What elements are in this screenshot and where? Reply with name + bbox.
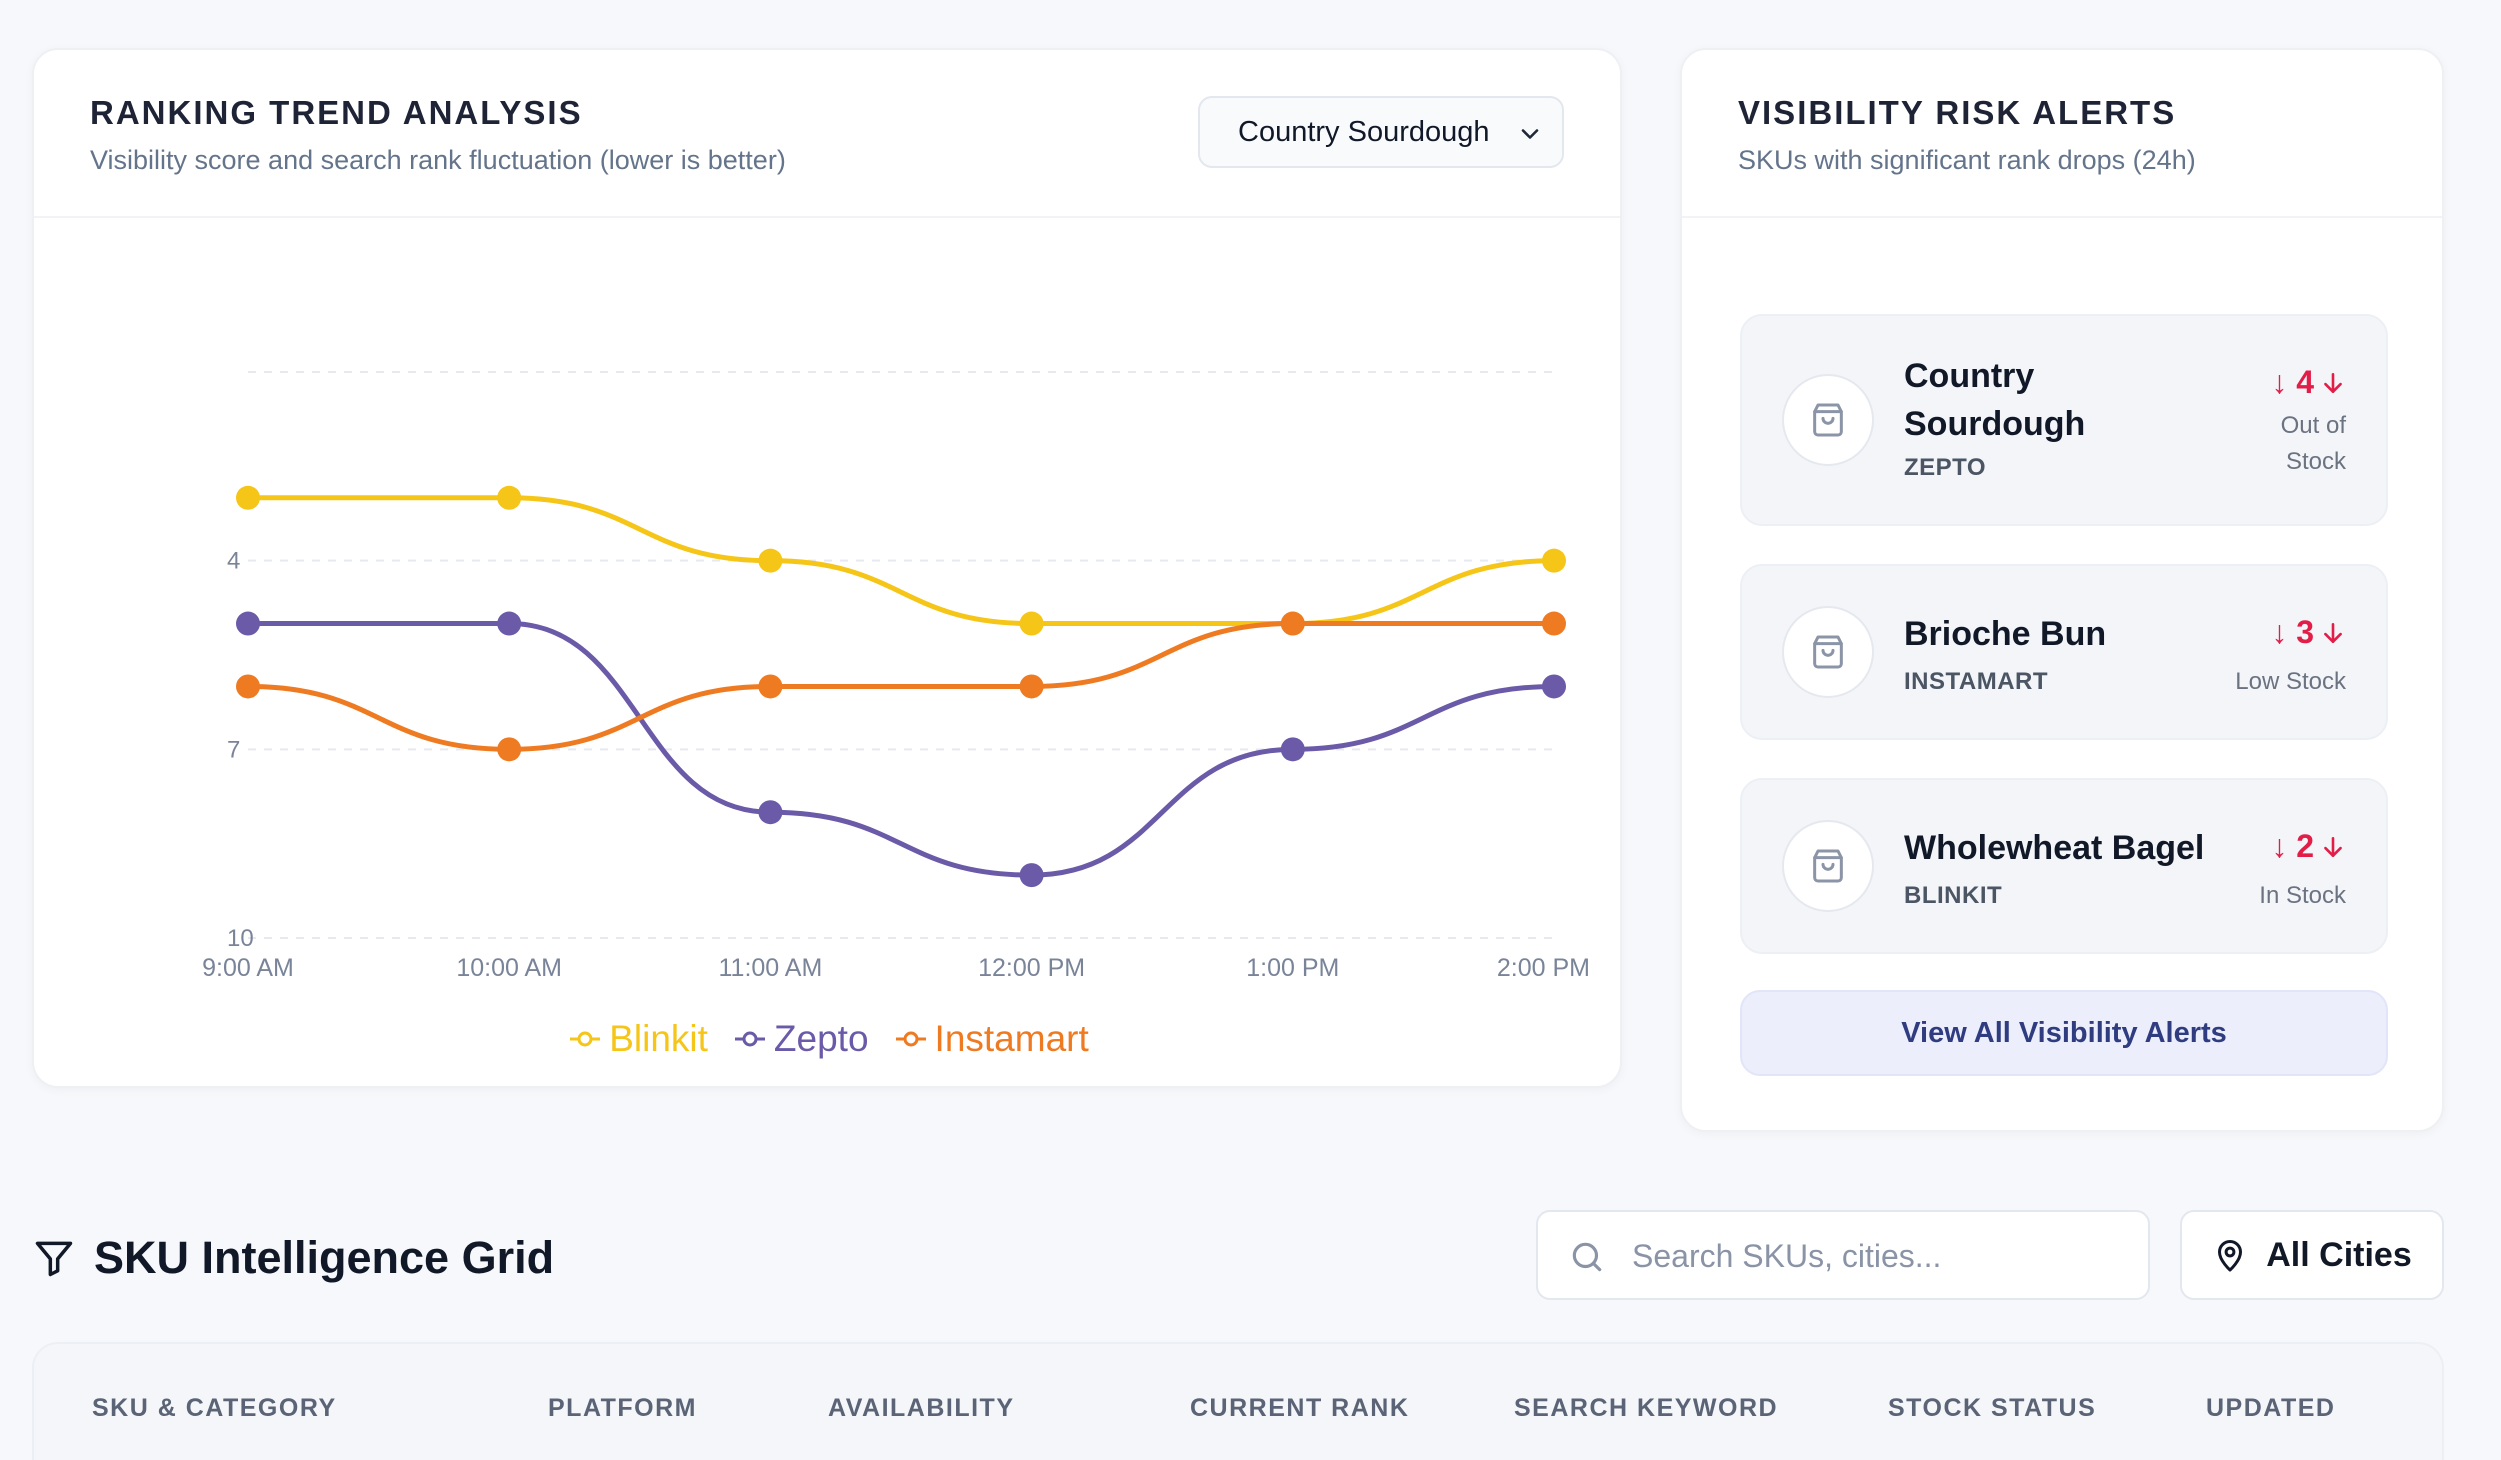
visibility-risk-card: VISIBILITY RISK ALERTS SKUs with signifi…	[1680, 48, 2444, 1132]
instamart-data-point	[758, 674, 783, 699]
alert-platform: ZEPTO	[1904, 454, 1987, 481]
instamart-data-point	[1280, 611, 1305, 636]
alert-rank-drop: ↓ 4	[2271, 364, 2346, 401]
zepto-data-point	[497, 611, 522, 636]
grid-title-group: SKU Intelligence Grid	[32, 1232, 554, 1284]
legend-item-blinkit[interactable]: Blinkit	[569, 1018, 708, 1060]
alert-stock-line: Stock	[2285, 448, 2346, 475]
zepto-data-point	[1542, 674, 1566, 699]
sku-intelligence-table: SKU & CATEGORY PLATFORM AVAILABILITY CUR…	[32, 1342, 2444, 1460]
alert-sku-name-line: Country	[1904, 357, 2035, 395]
grid-title: SKU Intelligence Grid	[94, 1232, 555, 1283]
alert-rank-drop: ↓ 3	[2271, 614, 2346, 651]
alert-rank-drop-value: ↓ 2	[2271, 828, 2314, 864]
shopping-bag-icon	[1782, 820, 1874, 912]
blinkit-data-point	[1542, 548, 1566, 573]
city-filter-button[interactable]: All Cities	[2180, 1210, 2444, 1300]
legend-item-instamart[interactable]: Instamart	[895, 1018, 1089, 1060]
y-tick-label: 10	[227, 925, 254, 952]
alert-platform: BLINKIT	[1904, 882, 2003, 909]
instamart-data-point	[497, 737, 522, 762]
sku-search-box[interactable]	[1536, 1210, 2150, 1300]
x-tick-label: 2:00 PM	[1497, 954, 1590, 982]
alert-rank-drop: ↓ 2	[2271, 828, 2346, 865]
legend-item-zepto[interactable]: Zepto	[734, 1018, 869, 1060]
zepto-data-point	[1280, 737, 1305, 762]
blinkit-data-point	[758, 548, 783, 573]
column-header-stock-status[interactable]: STOCK STATUS	[1888, 1394, 2097, 1422]
filter-icon[interactable]	[32, 1236, 76, 1280]
alert-platform: INSTAMART	[1904, 668, 2049, 695]
zepto-data-point	[1019, 863, 1044, 888]
y-tick-label: 7	[227, 736, 240, 763]
alert-sku-name: Brioche Bun	[1904, 615, 2107, 653]
zepto-data-point	[758, 800, 783, 825]
alert-sku-name: Country Sourdough	[1904, 352, 2085, 448]
column-header-updated[interactable]: UPDATED	[2206, 1394, 2336, 1422]
arrow-down-icon	[2324, 836, 2342, 857]
sku-select-dropdown[interactable]: Country Sourdough	[1198, 96, 1564, 168]
chevron-down-icon	[1521, 129, 1539, 139]
legend-marker-icon	[895, 1031, 926, 1047]
shopping-bag-icon	[1782, 606, 1874, 698]
column-header-availability[interactable]: AVAILABILITY	[828, 1394, 1015, 1422]
x-tick-label: 1:00 PM	[1246, 954, 1339, 982]
instamart-data-point	[1542, 611, 1566, 636]
instamart-data-point	[236, 674, 260, 699]
alert-stock-status: Low Stock	[2235, 668, 2346, 695]
column-header-search-keyword[interactable]: SEARCH KEYWORD	[1514, 1394, 1779, 1422]
legend-label: Blinkit	[609, 1018, 708, 1059]
alert-stock-status: Out of Stock	[2281, 408, 2346, 480]
city-filter-label: All Cities	[2266, 1235, 2412, 1274]
alert-rank-drop-value: ↓ 4	[2271, 364, 2314, 400]
column-header-platform[interactable]: PLATFORM	[548, 1394, 698, 1422]
ranking-trend-subtitle: Visibility score and search rank fluctua…	[90, 145, 786, 175]
shopping-bag-icon	[1782, 374, 1874, 466]
alert-rank-drop-value: ↓ 3	[2271, 614, 2314, 650]
legend-label: Zepto	[773, 1018, 869, 1059]
alert-sku-name: Wholewheat Bagel	[1904, 829, 2205, 867]
legend-marker-icon	[570, 1031, 601, 1047]
chart-legend: Blinkit Zepto Instamart	[34, 1018, 1624, 1060]
ranking-trend-chart: 4 7 109:00 AM 10:00 AM 11:00 AM 12:00 PM 1:00 …	[202, 371, 1590, 982]
sku-search-input[interactable]	[1632, 1228, 2122, 1284]
x-tick-label: 9:00 AM	[202, 954, 294, 982]
alert-item[interactable]: Wholewheat Bagel BLINKIT ↓ 2 In Stock	[1740, 778, 2388, 954]
alert-item[interactable]: Brioche Bun INSTAMART ↓ 3 Low Stock	[1740, 564, 2388, 740]
x-tick-label: 12:00 PM	[978, 954, 1085, 982]
instamart-data-point	[1019, 674, 1044, 699]
arrow-down-icon	[2324, 372, 2342, 393]
search-icon	[1572, 1242, 1602, 1272]
visibility-risk-header: VISIBILITY RISK ALERTS SKUs with signifi…	[1682, 50, 2442, 218]
blinkit-data-point	[1019, 611, 1044, 636]
x-tick-label: 11:00 AM	[719, 954, 823, 982]
legend-label: Instamart	[934, 1018, 1089, 1059]
y-tick-label: 4	[227, 548, 240, 575]
zepto-data-point	[236, 611, 260, 636]
alert-stock-line: Out of	[2280, 412, 2346, 439]
blinkit-series-line	[245, 495, 1557, 627]
blinkit-data-point	[236, 485, 260, 510]
ranking-trend-card: RANKING TREND ANALYSIS Visibility score …	[32, 48, 1622, 1088]
visibility-risk-subtitle: SKUs with significant rank drops (24h)	[1738, 145, 2196, 175]
instamart-series-line	[245, 621, 1557, 752]
arrow-down-icon	[2324, 622, 2342, 643]
alert-sku-name-line: Sourdough	[1904, 405, 2086, 443]
column-header-current-rank[interactable]: CURRENT RANK	[1190, 1394, 1410, 1422]
column-header-sku-category[interactable]: SKU & CATEGORY	[92, 1394, 337, 1422]
ranking-trend-header: RANKING TREND ANALYSIS Visibility score …	[34, 50, 1620, 218]
sku-select-value: Country Sourdough	[1238, 115, 1490, 148]
blinkit-data-point	[497, 485, 522, 510]
ranking-trend-title: RANKING TREND ANALYSIS	[90, 94, 583, 131]
alert-stock-status: In Stock	[2259, 882, 2346, 909]
x-tick-label: 10:00 AM	[456, 954, 562, 982]
visibility-risk-title: VISIBILITY RISK ALERTS	[1738, 94, 2177, 131]
legend-marker-icon	[734, 1031, 765, 1047]
view-all-alerts-button[interactable]: View All Visibility Alerts	[1740, 990, 2388, 1076]
map-pin-icon	[2218, 1240, 2243, 1272]
alert-item[interactable]: Country Sourdough ZEPTO ↓ 4 Out of Stock	[1740, 314, 2388, 526]
